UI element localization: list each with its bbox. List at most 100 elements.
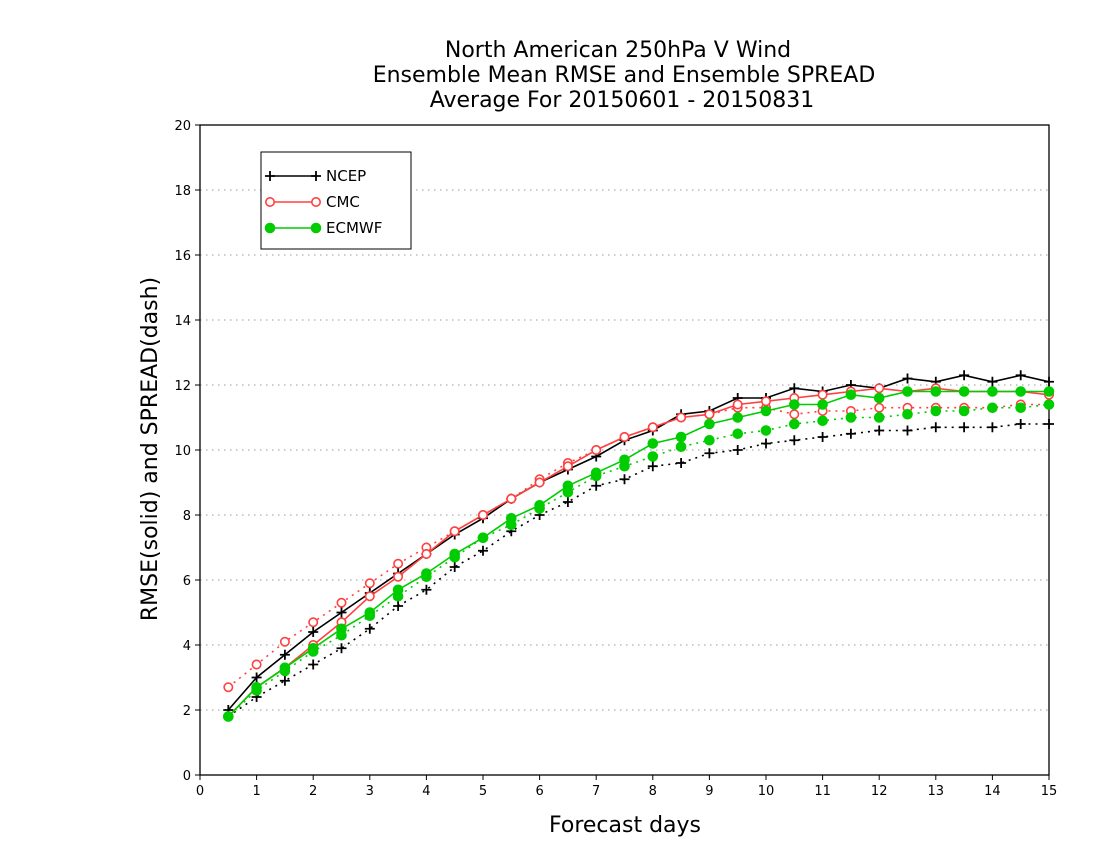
- x-tick-label: 5: [479, 784, 487, 799]
- ecmwf-spread-marker: [817, 415, 828, 427]
- ncep-rmse-series: [223, 370, 1054, 715]
- ncep-spread-marker: [930, 422, 941, 433]
- gridlines: [200, 189, 1049, 711]
- ncep-spread-marker: [987, 422, 998, 433]
- x-tick-label: 4: [422, 784, 430, 799]
- ecmwf-rmse-marker: [675, 431, 687, 443]
- ncep-rmse-marker: [279, 649, 290, 660]
- ecmwf-rmse-line: [227, 390, 1049, 718]
- ecmwf-rmse-marker: [562, 480, 574, 492]
- ecmwf-rmse-marker: [449, 548, 461, 560]
- ecmwf-rmse-marker: [364, 607, 376, 618]
- y-tick-label: 0: [183, 769, 191, 784]
- ecmwf-rmse-marker: [817, 399, 828, 410]
- cmc-rmse-marker: [591, 444, 602, 455]
- cmc-spread-marker: [223, 682, 234, 693]
- ecmwf-spread-marker: [789, 418, 800, 430]
- cmc-rmse-marker: [562, 461, 573, 472]
- ncep-spread-marker: [591, 480, 602, 491]
- legend-label: CMC: [326, 193, 360, 211]
- x-tick-label: 11: [814, 784, 831, 799]
- y-tick-label: 2: [183, 704, 191, 719]
- ecmwf-spread-marker: [760, 425, 772, 436]
- y-tick-label: 8: [183, 509, 191, 524]
- ecmwf-rmse-marker: [873, 392, 885, 404]
- title-line-3: Average For 20150601 - 20150831: [430, 88, 815, 113]
- y-tick-label: 16: [174, 249, 191, 264]
- y-tick-label: 18: [174, 184, 191, 199]
- ecmwf-spread-marker: [1015, 402, 1027, 414]
- ecmwf-rmse-marker: [902, 386, 913, 397]
- cmc-rmse-marker: [676, 412, 687, 423]
- ncep-rmse-line: [227, 374, 1050, 711]
- ncep-rmse-marker: [789, 383, 800, 394]
- ncep-spread-marker: [449, 562, 460, 572]
- ecmwf-rmse-marker: [336, 623, 347, 635]
- ecmwf-rmse-marker: [1015, 386, 1027, 397]
- ecmwf-rmse-marker: [732, 412, 744, 423]
- cmc-rmse-marker: [449, 526, 460, 537]
- series-layer: [223, 370, 1055, 722]
- ecmwf-rmse-marker: [506, 512, 517, 524]
- cmc-rmse-line: [227, 387, 1050, 718]
- title-line-2: Ensemble Mean RMSE and Ensemble SPREAD: [373, 63, 876, 88]
- ncep-rmse-marker: [902, 373, 913, 384]
- y-tick-label: 6: [183, 574, 191, 589]
- cmc-spread-series: [223, 399, 1055, 693]
- ncep-spread-marker: [817, 432, 828, 442]
- ecmwf-spread-marker: [1043, 399, 1055, 410]
- ncep-spread-marker: [421, 584, 432, 595]
- x-tick-label: 9: [705, 784, 713, 799]
- ecmwf-rmse-marker: [619, 454, 630, 466]
- x-tick-label: 0: [196, 784, 204, 799]
- y-tick-label: 4: [183, 639, 191, 654]
- ecmwf-rmse-marker: [251, 681, 262, 693]
- ecmwf-spread-marker: [704, 434, 715, 446]
- cmc-rmse-marker: [732, 399, 743, 410]
- ncep-rmse-marker: [987, 376, 998, 387]
- legend-ncep-right-marker: [311, 171, 321, 181]
- ncep-spread-marker: [393, 601, 404, 611]
- ncep-spread-marker: [562, 497, 573, 507]
- ecmwf-rmse-marker: [789, 399, 800, 410]
- ncep-spread-marker: [308, 659, 319, 670]
- ecmwf-spread-marker: [873, 412, 885, 423]
- cmc-spread-marker: [279, 636, 290, 647]
- x-tick-label: 7: [592, 784, 600, 799]
- x-tick-label: 3: [366, 784, 374, 799]
- ecmwf-spread-series: [223, 399, 1055, 722]
- ncep-spread-marker: [478, 545, 488, 556]
- x-tick-label: 10: [758, 784, 775, 799]
- legend-ecmwf-left-marker: [264, 222, 276, 234]
- ecmwf-spread-marker: [930, 405, 942, 417]
- legend-item-ncep: NCEP: [265, 167, 366, 185]
- legend-label: NCEP: [326, 167, 366, 185]
- ncep-rmse-marker: [251, 672, 262, 683]
- ecmwf-rmse-marker: [223, 711, 234, 722]
- cmc-rmse-marker: [364, 591, 375, 602]
- ecmwf-spread-marker: [902, 408, 913, 420]
- legend: NCEP CMC ECMWF: [260, 151, 412, 250]
- ncep-spread-marker: [676, 458, 687, 468]
- ecmwf-rmse-marker: [477, 532, 489, 544]
- legend-item-cmc: CMC: [264, 193, 360, 211]
- ncep-rmse-marker: [308, 627, 319, 637]
- y-tick-label: 20: [174, 119, 191, 134]
- ncep-spread-marker: [761, 438, 771, 449]
- ncep-spread-line: [227, 423, 1049, 718]
- ncep-spread-marker: [845, 428, 856, 439]
- ecmwf-rmse-series: [223, 386, 1055, 722]
- ecmwf-spread-marker: [845, 412, 857, 423]
- ncep-spread-marker: [279, 675, 290, 686]
- cmc-rmse-marker: [647, 422, 658, 433]
- ncep-spread-marker: [336, 643, 347, 654]
- ncep-spread-marker: [732, 445, 743, 455]
- cmc-rmse-marker: [874, 383, 885, 394]
- y-tick-label: 12: [174, 379, 191, 394]
- y-tick-label: 14: [174, 314, 191, 329]
- cmc-spread-marker: [364, 578, 375, 589]
- x-tick-label: 14: [984, 784, 1001, 799]
- y-axis-label: RMSE(solid) and SPREAD(dash): [138, 277, 163, 621]
